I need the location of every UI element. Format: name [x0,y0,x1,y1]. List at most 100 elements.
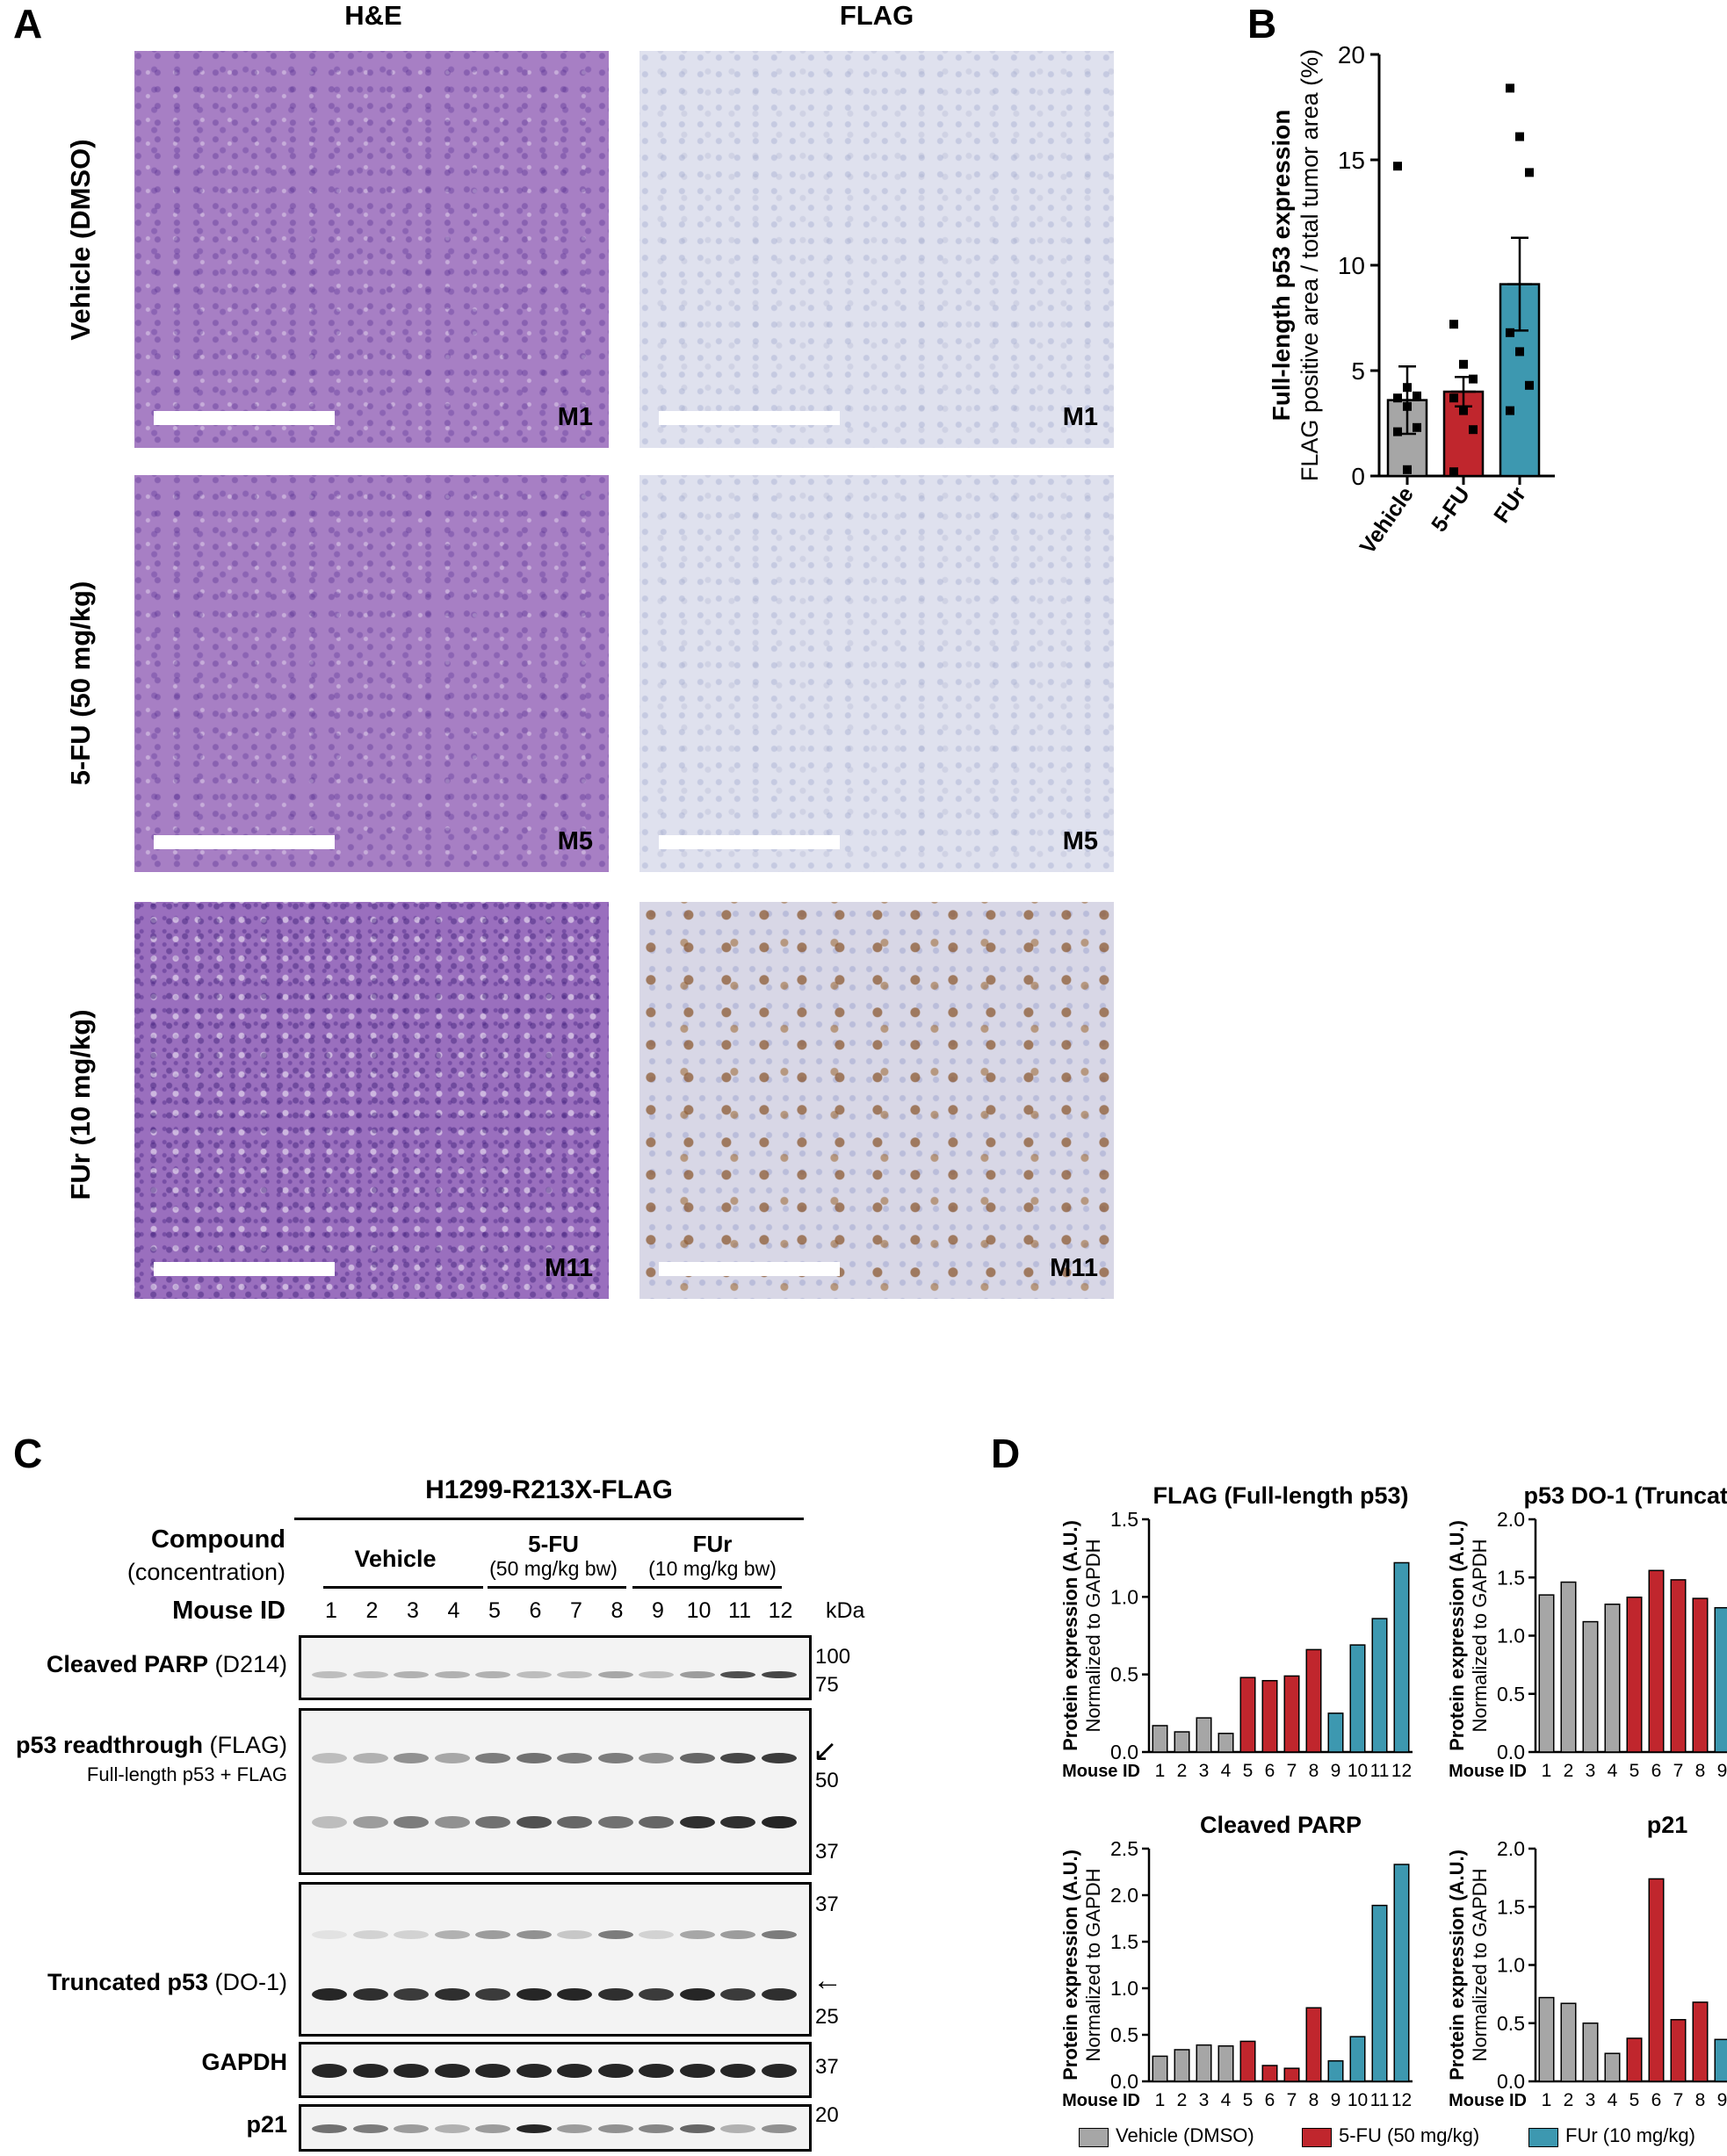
data-point [1403,401,1412,411]
y-tick-label: 5 [1351,357,1365,385]
x-tick-label: 3 [1199,1761,1210,1781]
group-fur: FUr [692,1531,733,1557]
data-point [1413,422,1421,432]
x-axis-label: Mouse ID [1062,1762,1140,1781]
blot-band [597,1816,633,1828]
row-label-vehicle: Vehicle (DMSO) [65,139,96,341]
x-tick-label: 5 [1243,1761,1254,1781]
y-tick-label: 0.0 [1497,1741,1525,1763]
x-tick-label: 9 [1717,2090,1727,2110]
x-tick-label: 1 [1155,2090,1166,2110]
bar [1670,2019,1687,2082]
chart-title: FLAG (Full-length p53) [1153,1482,1409,1509]
bar [1648,1878,1665,2082]
blot-band [761,1930,797,1939]
bar [1538,1594,1555,1753]
data-point [1515,347,1524,357]
blot-band [557,2064,592,2078]
blot-band [597,1753,633,1763]
data-point [1413,391,1421,400]
blot-band [352,1816,388,1828]
blot-band [639,2064,674,2078]
y-tick-label: 2.0 [1110,1884,1138,1907]
blot-cleaved-parp [299,1635,812,1700]
micrograph-flag-5fu: M5 [639,475,1114,872]
group-5fu: 5-FU [528,1531,579,1557]
marker-37b: 37 [815,1893,839,1916]
group-line-fur [632,1586,782,1589]
data-point [1469,374,1478,384]
x-axis-label: Mouse ID [1449,1762,1527,1781]
lane-id: 10 [686,1598,712,1623]
bar [1174,2049,1190,2082]
x-tick-label: 5 [1629,1761,1640,1781]
blot-band [352,2064,388,2078]
data-point [1459,406,1468,415]
blot-band [516,1816,552,1828]
x-tick-label: 8 [1309,1761,1319,1781]
bar [1626,1597,1643,1753]
marker-100: 100 [815,1645,851,1669]
bar [1371,1618,1388,1753]
blot-band [475,1988,510,2001]
x-tick-label: 2 [1177,2090,1188,2110]
chart-d-1: FLAG (Full-length p53) 0.0 0.5 1.0 1.5 Protei… [1059,1482,1413,1781]
x-tick-label: 12 [1391,2090,1412,2110]
panel-letter-d: D [991,1431,1021,1476]
blot-band [557,1988,592,2001]
bar [1239,2040,1256,2082]
row-label-truncated-p53: Truncated p53 (DO-1) [47,1969,287,1995]
blot-band [639,1671,674,1678]
bar [1349,1644,1366,1753]
x-tick-label: 10 [1348,2090,1368,2110]
charts-d: FLAG (Full-length p53) 0.0 0.5 1.0 1.5 Protei… [1059,1482,1727,2110]
blot-band [557,1753,592,1763]
mouse-id-header: Mouse ID [172,1597,285,1625]
blot-band [597,2124,633,2133]
y-axis-label-2: Normalized to GAPDH [1469,1539,1491,1732]
chart-d-4: p21 0.0 0.5 1.0 1.5 2.0 Protein expression (A.… [1446,1812,1727,2110]
row-label-cleaved-parp: Cleaved PARP (D214) [46,1651,287,1677]
scale-bar [154,411,335,425]
blot-band [516,1988,552,2001]
x-axis-label: Mouse ID [1062,2091,1140,2110]
x-tick-label: 7 [1673,1761,1684,1781]
blot-truncated-p53 [299,1882,812,2037]
micrograph-flag-fur: M11 [639,902,1114,1299]
lane-id: 5 [488,1598,501,1623]
blot-band [679,1753,715,1763]
blot-p53-readthrough [299,1708,812,1875]
blot-band [434,2064,470,2078]
blot-band [679,1816,715,1828]
title-underline [294,1518,804,1520]
y-tick-label: 0.0 [1110,1741,1138,1763]
blot-band [394,2124,429,2133]
y-axis-label-1: Protein expression (A.U.) [1446,1520,1468,1751]
chart-b: 0 5 10 15 20 Full-length p53 expression FLAG p… [1268,41,1555,559]
blot-band [761,2124,797,2133]
group-5fu-sub: (50 mg/kg bw) [489,1557,618,1580]
data-point [1393,427,1402,436]
y-axis-label-1: Protein expression (A.U.) [1059,1850,1081,2080]
marker-37: 37 [815,1840,839,1864]
y-tick-label: 1.0 [1110,1977,1138,2000]
bar [1393,1561,1410,1753]
y-tick-label: 10 [1338,252,1365,279]
row-label-p53-readthrough: p53 readthrough (FLAG) [15,1732,287,1758]
blot-band [761,1671,797,1678]
bar [1692,2001,1709,2082]
blot-band [720,1753,755,1763]
bar [1714,2038,1727,2082]
marker-37c: 37 [815,2055,839,2079]
lane-id: 7 [570,1598,582,1623]
blot-band [352,1930,388,1939]
blot-band [597,1671,633,1678]
micrograph-he-fur: M11 [134,902,609,1299]
panel-letter-a: A [13,1,43,47]
x-tick-label: 4 [1221,1761,1232,1781]
x-tick-label: 4 [1608,2090,1618,2110]
y-tick-label: 1.5 [1110,1508,1138,1531]
panel-letter-c: C [13,1431,43,1476]
blot-band [761,1816,797,1828]
lane-id: 4 [447,1598,460,1623]
